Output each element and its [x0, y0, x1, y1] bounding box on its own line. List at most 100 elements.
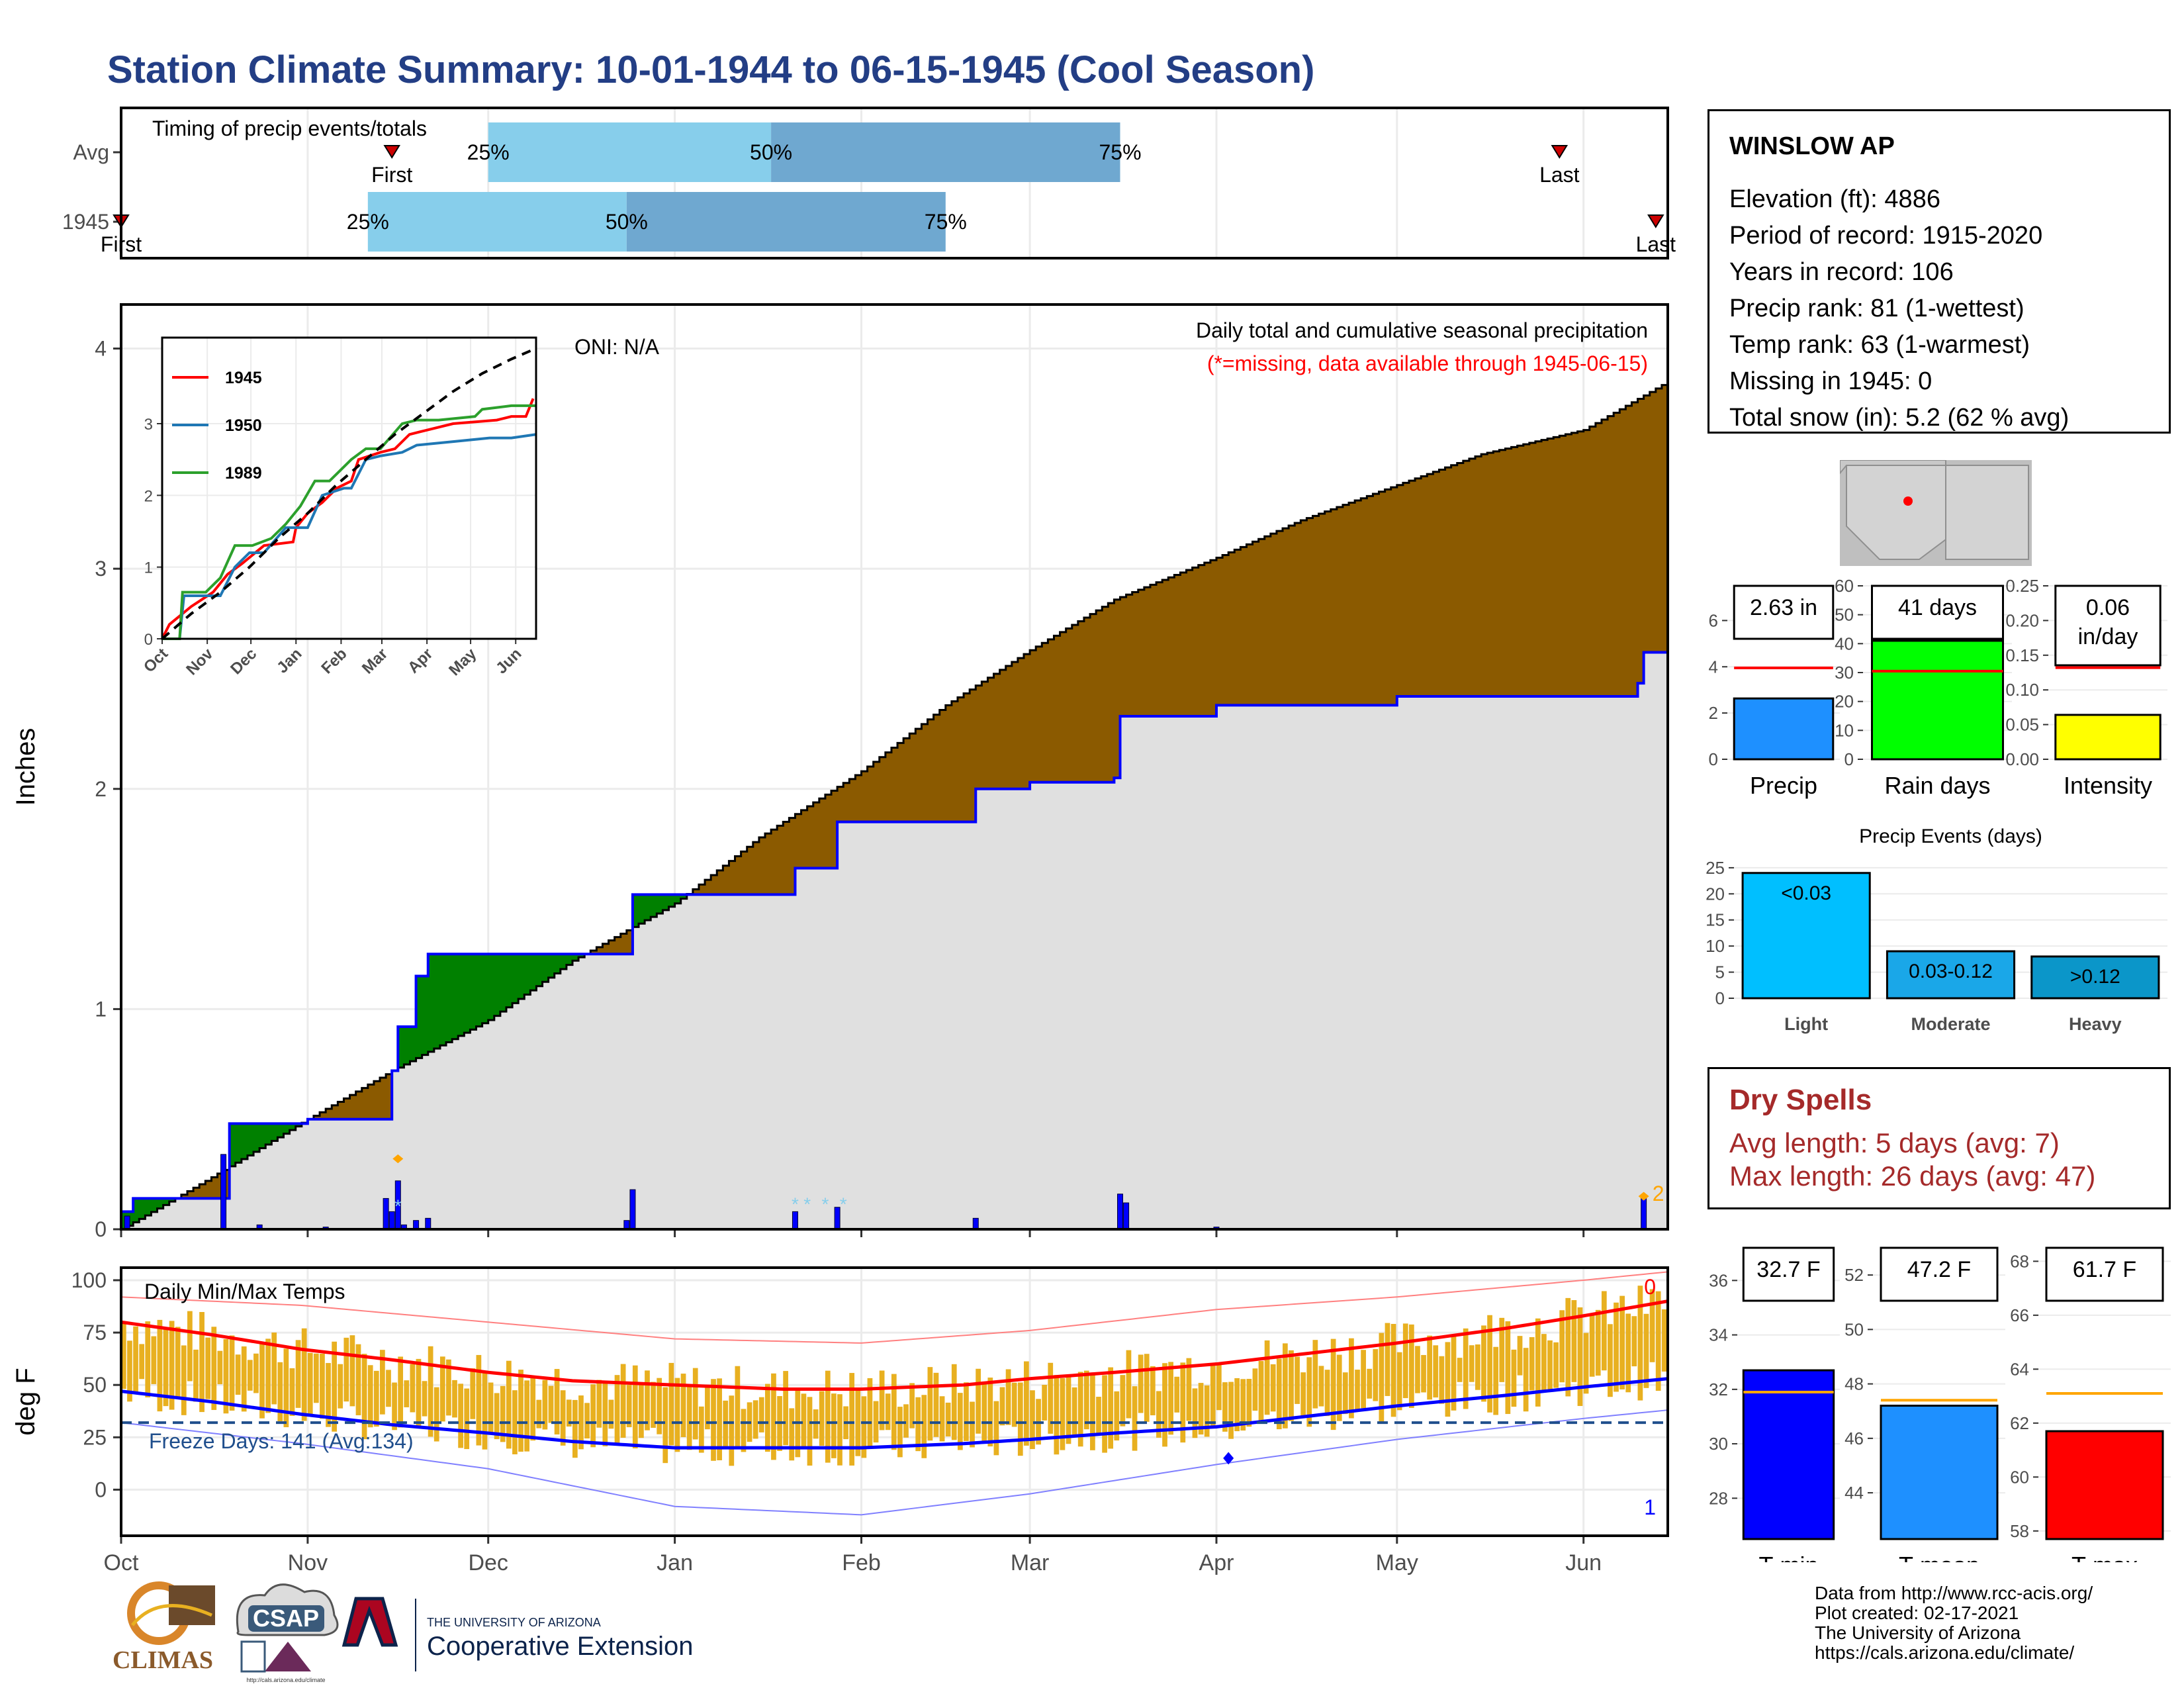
temp-min-xlabel: T-min: [1759, 1552, 1819, 1562]
daily-temp-bar: [404, 1380, 410, 1407]
temp-mean-ytick-label: 46: [1844, 1429, 1864, 1448]
temp-ytick-label: 75: [83, 1321, 107, 1344]
temp-xtick-label: Mar: [1011, 1550, 1050, 1575]
daily-temp-bar: [1589, 1314, 1595, 1377]
main-chart-area: Timing of precip events/totals Avg 25% 50% 7…: [11, 107, 1676, 1575]
daily-temp-bar: [1637, 1286, 1643, 1401]
daily-temp-bar: [789, 1408, 795, 1461]
rain-days-ytick-label: 20: [1835, 692, 1854, 712]
daily-temp-bar: [993, 1401, 999, 1456]
daily-temp-bar: [1126, 1350, 1132, 1419]
timing-first-marker: [383, 145, 400, 159]
temp-xtick-label: Dec: [468, 1550, 508, 1575]
daily-temp-bar: [1390, 1323, 1396, 1417]
daily-precip-bar: [1117, 1194, 1124, 1230]
footer-university: The University of Arizona: [1815, 1622, 2021, 1643]
daily-temp-bar: [121, 1322, 126, 1389]
precip-events-ytick-label: 15: [1706, 910, 1725, 930]
daily-temp-bar: [1276, 1358, 1282, 1430]
daily-temp-bar: [945, 1402, 951, 1436]
locator-map: [1840, 460, 2032, 566]
record-marker: [392, 1154, 404, 1164]
daily-temp-bar: [458, 1383, 463, 1448]
station-total-snow: Total snow (in): 5.2 (62 % avg): [1729, 404, 2070, 432]
footer-credits: Data from http://www.rcc-acis.org/ Plot …: [1815, 1583, 2093, 1663]
rain-days-ytick-label: 0: [1844, 749, 1854, 769]
daily-temp-bar: [1565, 1297, 1571, 1397]
daily-temp-bar: [933, 1372, 939, 1437]
daily-temp-bar: [1619, 1295, 1625, 1389]
daily-temp-bar: [464, 1388, 470, 1450]
temp-xtick-label: Jan: [657, 1550, 693, 1575]
map-north-states: [1840, 460, 1946, 475]
daily-temp-bar: [1054, 1375, 1060, 1455]
daily-temp-bar: [1457, 1358, 1463, 1382]
rain-days-xlabel: Rain days: [1884, 772, 1990, 799]
daily-temp-bar: [1216, 1362, 1222, 1411]
daily-temp-bar: [416, 1358, 422, 1429]
inset-series-1989: [162, 404, 536, 640]
daily-temp-bar: [1481, 1325, 1486, 1402]
daily-temp-bar: [698, 1406, 704, 1453]
daily-temp-bar: [542, 1380, 548, 1430]
timing-bar-25-50: [367, 192, 627, 252]
temp-ylabel: deg F: [11, 1368, 40, 1435]
temp-max-value-label: 61.7 F: [2073, 1257, 2136, 1282]
station-missing: Missing in 1945: 0: [1729, 367, 1933, 395]
daily-temp-bar: [651, 1382, 656, 1428]
temp-min-value-label: 32.7 F: [1756, 1257, 1820, 1282]
climas-logo-text: CLIMAS: [113, 1646, 213, 1674]
daily-temp-bar: [1427, 1335, 1432, 1400]
temp-mean-label-box: [1880, 1246, 1999, 1302]
inset-series-1950: [162, 433, 537, 640]
precip-events-ytick-label: 0: [1715, 988, 1725, 1008]
daily-temp-bar: [964, 1382, 969, 1441]
daily-temp-bar: [867, 1378, 873, 1448]
snow-marker: *: [792, 1194, 799, 1214]
daily-temp-bar: [1042, 1385, 1048, 1421]
temp-mean-bar: [1880, 1405, 1999, 1540]
temp-max-ytick-label: 58: [2010, 1521, 2029, 1541]
dry-spells-heading: Dry Spells: [1729, 1084, 1872, 1116]
daily-temp-bar: [145, 1321, 151, 1397]
temp-panel-border: [120, 1266, 1669, 1537]
daily-temp-bar: [361, 1354, 367, 1440]
daily-temp-bar: [1614, 1302, 1619, 1392]
intensity-value-label: 0.06: [2086, 595, 2130, 620]
daily-temp-bar: [338, 1364, 343, 1409]
station-precip-rank: Precip rank: 81 (1-wettest): [1729, 295, 2025, 322]
temp-max-xlabel: T-max: [2071, 1552, 2138, 1562]
daily-temp-bar: [891, 1374, 897, 1450]
daily-temp-bar: [367, 1365, 373, 1428]
timing-last-label: Last: [1539, 163, 1580, 187]
daily-temp-bar: [1625, 1313, 1631, 1393]
timing-last-marker: [1647, 214, 1664, 228]
normal-min-line: [120, 1377, 1668, 1450]
daily-temp-bar: [307, 1352, 313, 1415]
daily-temp-bar: [819, 1391, 825, 1446]
daily-temp-bar: [326, 1363, 331, 1427]
daily-temp-bar: [332, 1341, 337, 1432]
daily-temp-bar: [1060, 1378, 1066, 1450]
temp-max-ytick-label: 62: [2010, 1413, 2029, 1433]
daily-temp-bar: [572, 1399, 578, 1458]
daily-temp-bar: [1138, 1354, 1144, 1413]
precip-events-bar: [2030, 955, 2160, 1000]
ua-cooperative-extension: Cooperative Extension: [427, 1632, 693, 1661]
daily-temp-bar: [1306, 1357, 1312, 1427]
daily-temp-bar: [1517, 1336, 1523, 1376]
inset-legend-label: 1945: [225, 369, 262, 387]
intensity-ytick-label: 0.20: [2005, 610, 2039, 630]
daily-temp-bar: [446, 1359, 451, 1416]
rain-days-ytick-label: 30: [1835, 663, 1854, 682]
daily-temp-bar: [1246, 1378, 1252, 1427]
daily-temp-bar: [620, 1364, 626, 1438]
daily-temp-bar: [668, 1362, 674, 1446]
daily-temp-bar: [1071, 1387, 1077, 1436]
daily-temp-bar: [536, 1399, 542, 1429]
daily-temp-bar: [1379, 1333, 1385, 1424]
ua-a-icon: [341, 1597, 398, 1647]
daily-temp-bar: [1162, 1363, 1167, 1447]
map-new-mexico: [1945, 465, 2029, 560]
daily-precip-bar: [425, 1217, 432, 1230]
